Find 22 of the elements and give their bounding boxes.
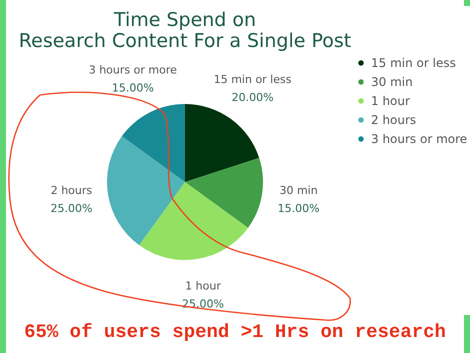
text: Time Spend on <box>114 9 256 31</box>
data-label: 25.00% <box>50 202 92 215</box>
slice-label: 1 hour <box>185 280 222 293</box>
data-label: 15.00% <box>278 202 320 215</box>
legend-label: 3 hours or more <box>371 132 468 146</box>
legend-label: 1 hour <box>371 94 410 108</box>
text: 65% of users spend >1 Hrs on research <box>23 321 447 343</box>
pie-slice <box>122 104 185 182</box>
slice-label: 2 hours <box>50 184 92 197</box>
slice-label: 30 min <box>279 184 318 197</box>
legend-label: 30 min <box>371 75 413 89</box>
legend-label: 15 min or less <box>371 56 456 70</box>
text: Research Content For a Single Post <box>18 30 352 52</box>
legend-label: 2 hours <box>371 113 416 127</box>
pie-slice <box>185 158 263 228</box>
slice-label: 15 min or less <box>214 72 292 86</box>
pie-slice <box>139 182 248 260</box>
data-label: 15.00% <box>112 82 154 95</box>
pie-slice <box>107 136 185 246</box>
data-label: 20.00% <box>232 90 274 104</box>
pie-slice <box>185 104 260 182</box>
slice-label: 3 hours or more <box>88 64 178 77</box>
